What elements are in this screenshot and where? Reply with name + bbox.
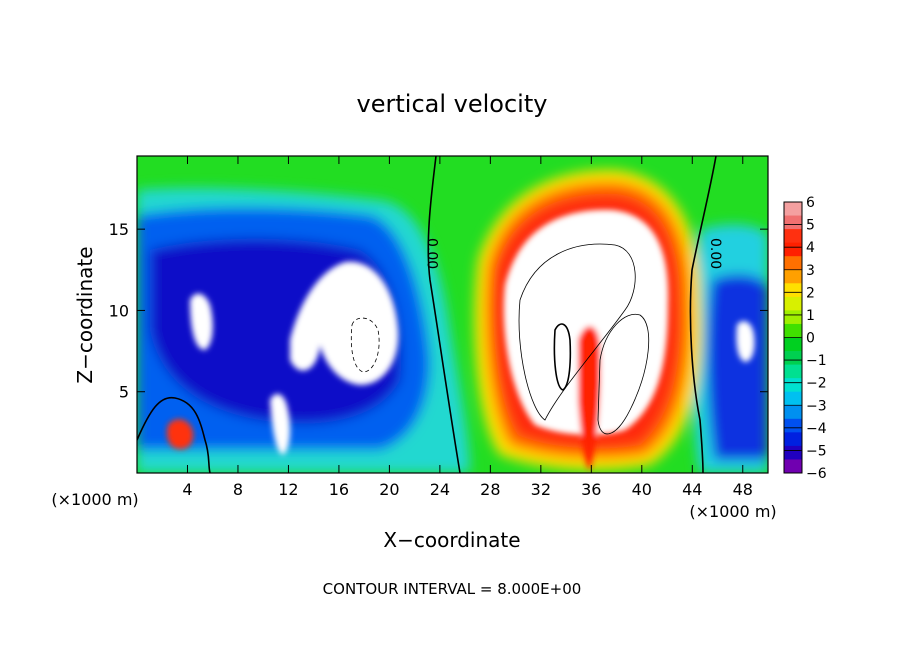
colorbar-tick-label: −6 <box>806 466 827 482</box>
colorbar: 6 5 4 3 2 1 0 −1 −2 −3 −4 −5 −6 <box>783 195 827 482</box>
colorbar-swatch <box>784 432 802 447</box>
colorbar-swatch <box>784 283 802 298</box>
colorbar-swatch <box>784 391 802 406</box>
plot-frame <box>136 155 769 474</box>
colorbar-tick-label: 0 <box>806 331 815 347</box>
contour-labels: 0.00 0.00 <box>423 238 723 269</box>
warm-spot-lowleft <box>166 419 194 450</box>
colorbar-swatch <box>784 445 802 460</box>
colorbar-tick-label: −1 <box>806 353 827 369</box>
colorbar-tick-label: 3 <box>806 263 815 279</box>
colorbar-swatch <box>784 459 802 474</box>
y-tick-label: 5 <box>119 383 129 402</box>
red-jet <box>578 326 601 470</box>
downdraft-core-right <box>736 321 755 362</box>
downdraft-core-center <box>290 261 399 385</box>
x-tick-label: 44 <box>682 480 702 499</box>
colorbar-swatch <box>784 405 802 420</box>
colorbar-swatch <box>784 310 802 325</box>
contour-label: 0.00 <box>423 238 439 269</box>
colorbar-tick-label: −4 <box>806 421 827 437</box>
colorbar-tick-label: 5 <box>806 218 815 234</box>
contour-thick-inner <box>553 323 572 391</box>
x-tick-label: 8 <box>233 480 243 499</box>
colorbar-swatch <box>784 418 802 433</box>
colorbar-tick-label: −5 <box>806 443 827 459</box>
colorbar-swatch <box>784 256 802 271</box>
zero-contour-lowleft <box>137 396 211 473</box>
chart-title: vertical velocity <box>357 90 548 118</box>
downdraft-core-left <box>190 293 213 350</box>
y-axis-label: Z−coordinate <box>73 246 97 383</box>
plot-area <box>137 156 768 473</box>
zero-contour-left <box>427 156 461 473</box>
colorbar-swatch <box>784 229 802 244</box>
x-tick-label: 36 <box>581 480 601 499</box>
downdraft-core-low <box>270 394 291 455</box>
contour-thin-updraft <box>518 243 636 421</box>
contour-thin-updraft-2 <box>597 313 650 435</box>
colorbar-tick-label: 2 <box>806 285 815 301</box>
colorbar-tick-label: 1 <box>806 308 815 324</box>
contour-interval-note: CONTOUR INTERVAL = 8.000E+00 <box>323 580 582 598</box>
updraft-core <box>503 209 669 435</box>
contour-dashed-center <box>350 317 380 373</box>
colorbar-swatch <box>784 364 802 379</box>
contour-lines <box>137 156 717 473</box>
x-tick-label: 48 <box>733 480 753 499</box>
x-tick-label: 20 <box>379 480 399 499</box>
x-unit-left: (×1000 m) <box>51 490 138 509</box>
colorbar-swatch <box>784 202 802 217</box>
colorbar-swatch <box>784 337 802 352</box>
colorbar-swatch <box>784 296 802 311</box>
x-tick-label: 12 <box>278 480 298 499</box>
zero-contour-right <box>689 156 717 473</box>
colorbar-tick-label: 4 <box>806 240 815 256</box>
contour-label: 0.00 <box>707 238 723 269</box>
colorbar-swatch <box>784 351 802 366</box>
x-tick-label: 40 <box>632 480 652 499</box>
colorbar-tick-label: −2 <box>806 376 827 392</box>
x-tick-label: 32 <box>531 480 551 499</box>
colorbar-swatch <box>784 378 802 393</box>
x-tick-label: 24 <box>430 480 450 499</box>
x-unit-right: (×1000 m) <box>689 502 776 521</box>
y-tick-label: 10 <box>109 301 129 320</box>
x-axis: 4 8 12 16 20 24 28 32 36 40 44 48 <box>182 156 753 499</box>
colorbar-swatch <box>784 215 802 230</box>
x-tick-label: 4 <box>182 480 192 499</box>
colorbar-swatch <box>784 323 802 338</box>
colorbar-tick-label: 6 <box>806 195 815 211</box>
x-tick-label: 28 <box>480 480 500 499</box>
x-tick-label: 16 <box>329 480 349 499</box>
y-tick-label: 15 <box>109 220 129 239</box>
x-axis-label: X−coordinate <box>383 528 520 552</box>
colorbar-swatch <box>784 242 802 257</box>
y-axis: 5 10 15 <box>109 220 768 402</box>
colorbar-swatch <box>784 269 802 284</box>
region-negative-right-inner <box>707 274 768 460</box>
colorbar-tick-label: −3 <box>806 398 827 414</box>
